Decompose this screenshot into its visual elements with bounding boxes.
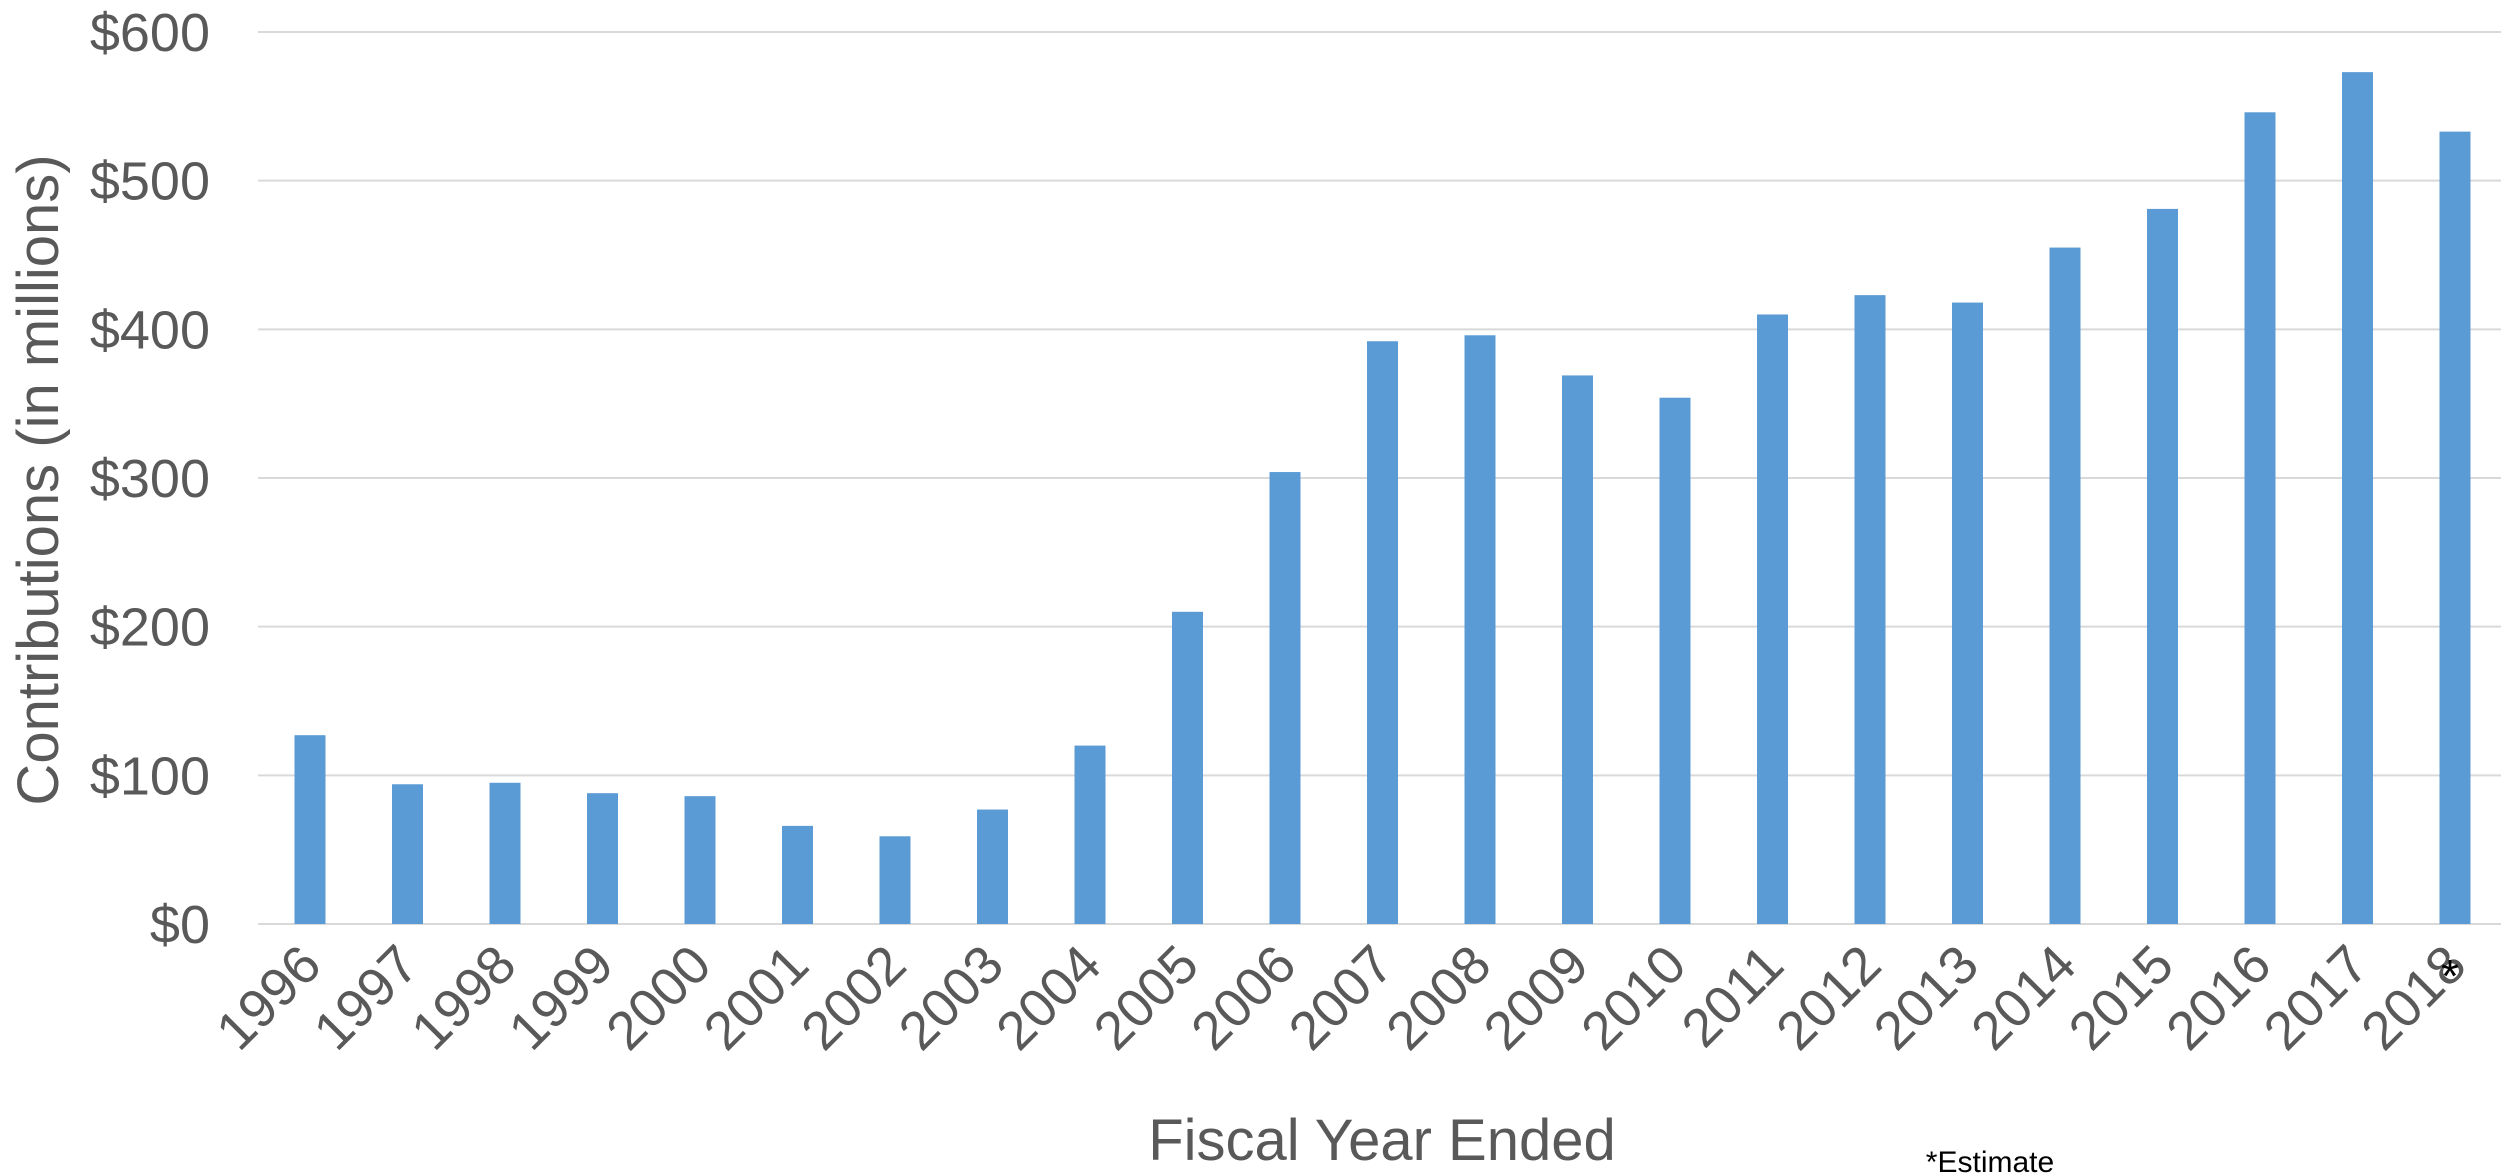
x-tick-label-1997: 1997 xyxy=(303,934,430,1061)
x-tick-label-2002: 2002 xyxy=(790,934,917,1061)
x-tick-label-1998: 1998 xyxy=(400,934,527,1061)
x-tick-label-2000: 2000 xyxy=(595,934,722,1061)
bar-2009 xyxy=(1562,375,1593,924)
x-tick-label-2016: 2016 xyxy=(2155,934,2282,1061)
bar-2006 xyxy=(1269,472,1301,924)
x-tick-label-2015: 2015 xyxy=(2058,934,2185,1061)
bars xyxy=(294,72,2471,925)
y-tick-label: $200 xyxy=(90,598,210,658)
x-tick-label-2005: 2005 xyxy=(1083,934,1210,1061)
x-tick-label-1996: 1996 xyxy=(205,934,332,1061)
bar-2001 xyxy=(782,825,813,924)
bar-2000 xyxy=(684,796,716,924)
bar-2008 xyxy=(1464,335,1496,924)
x-tick-label-2014: 2014 xyxy=(1960,934,2087,1061)
x-tick-label-2003: 2003 xyxy=(888,934,1015,1061)
bar-2007 xyxy=(1367,341,1398,924)
x-tick-label-2010: 2010 xyxy=(1570,934,1697,1061)
bar-2010 xyxy=(1659,397,1691,925)
bar-1998 xyxy=(489,782,521,924)
bar-2002 xyxy=(879,836,911,924)
y-axis-title: Contributions (in millions) xyxy=(6,154,71,805)
bar-2017 xyxy=(2342,72,2373,924)
x-axis-title: Fiscal Year Ended xyxy=(1148,1108,1616,1173)
estimate-footnote: *Estimate xyxy=(1926,1146,2054,1176)
bar-1997 xyxy=(392,784,423,924)
bar-2005 xyxy=(1172,611,1203,924)
bar-2013 xyxy=(1952,302,1983,924)
bar-2012 xyxy=(1854,295,1886,924)
bar-2016 xyxy=(2244,112,2276,924)
x-tick-label-1999: 1999 xyxy=(498,934,625,1061)
x-axis-ticks: 1996199719981999200020012002200320042005… xyxy=(205,934,2477,1061)
x-tick-label-2004: 2004 xyxy=(985,934,1112,1061)
bar-2015 xyxy=(2147,208,2178,924)
x-tick-label-2012: 2012 xyxy=(1765,934,1892,1061)
bar-2004 xyxy=(1074,745,1106,924)
bar-1999 xyxy=(587,793,618,924)
y-tick-label: $500 xyxy=(90,152,210,212)
y-tick-label: $600 xyxy=(90,3,210,63)
x-tick-label-2013: 2013 xyxy=(1863,934,1990,1061)
estimate-marker: * xyxy=(2441,950,2459,1002)
x-tick-label-2011: 2011 xyxy=(1670,934,1795,1059)
x-tick-label-2009: 2009 xyxy=(1473,934,1600,1061)
y-tick-label: $100 xyxy=(90,746,210,806)
x-tick-label-2006: 2006 xyxy=(1180,934,1307,1061)
bar-2018 xyxy=(2439,131,2471,924)
x-tick-label-2007: 2007 xyxy=(1278,934,1405,1061)
x-tick-label-2001: 2001 xyxy=(693,934,820,1061)
x-tick-label-2008: 2008 xyxy=(1375,934,1502,1061)
bar-2011 xyxy=(1757,314,1788,924)
y-tick-label: $300 xyxy=(90,449,210,509)
y-tick-label: $400 xyxy=(90,300,210,360)
y-axis-ticks: $0 $100 $200 $300 $400 $500 $600 xyxy=(90,3,210,955)
bar-2014 xyxy=(2049,247,2081,925)
y-tick-label: $0 xyxy=(150,895,210,955)
bar-1996 xyxy=(294,735,326,924)
bar-2003 xyxy=(977,809,1008,924)
x-tick-label-2017: 2017 xyxy=(2253,934,2380,1061)
